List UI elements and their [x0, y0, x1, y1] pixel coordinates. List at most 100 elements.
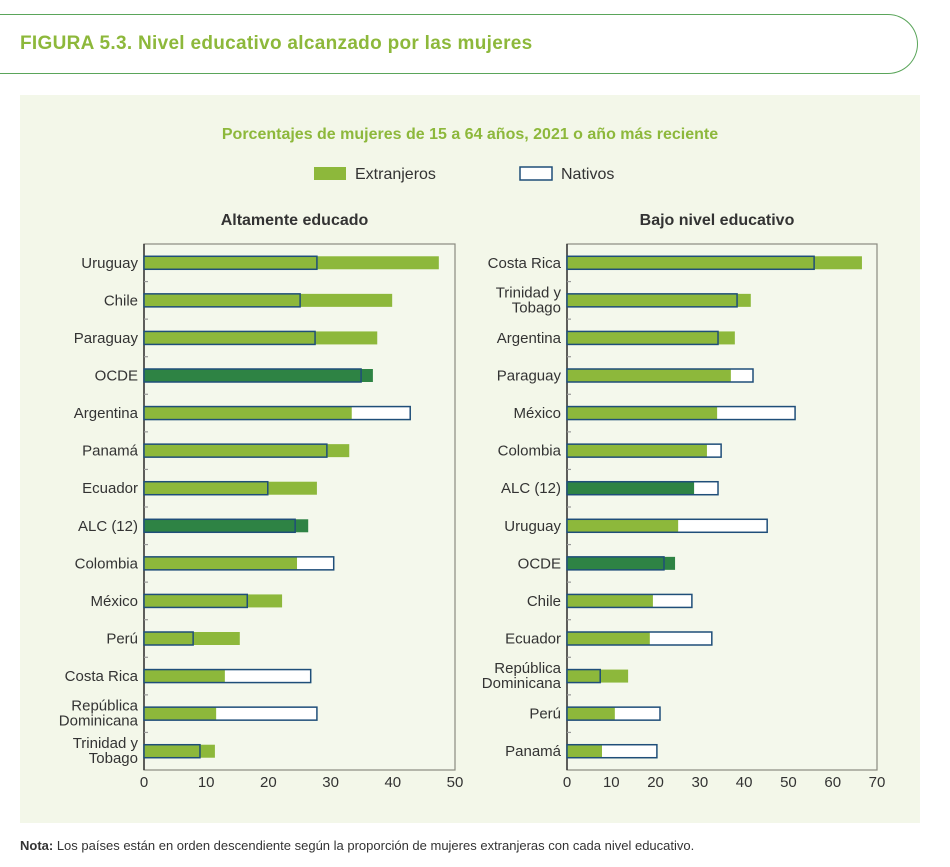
- legend-swatch-extranjeros: [314, 167, 346, 180]
- bar-extranjeros: [567, 406, 718, 420]
- bar-nativos: [143, 556, 335, 571]
- legend-swatch-nativos: [519, 166, 553, 181]
- bar-extranjeros: [567, 293, 751, 307]
- category-label-line: Tobago: [89, 750, 138, 767]
- bar-nativos: [143, 706, 318, 721]
- bar-extranjeros: [144, 744, 215, 758]
- note-label: Nota:: [20, 838, 54, 853]
- bar-extranjeros: [144, 331, 378, 345]
- legend-label-extranjeros: Extranjeros: [355, 166, 436, 183]
- bar-nativos: [143, 443, 328, 458]
- plot-area: [143, 243, 456, 771]
- category-label: Colombia: [498, 443, 562, 460]
- bar-nativos: [143, 405, 411, 421]
- category-label: México: [90, 593, 138, 610]
- category-label: República Dominicana: [59, 698, 139, 730]
- category-label: OCDE: [518, 555, 561, 572]
- category-label: Perú: [529, 706, 561, 723]
- category-label-line: Trinidad y: [73, 735, 139, 752]
- category-label-line: Trinidad y: [496, 284, 562, 301]
- category-label: Uruguay: [81, 255, 138, 272]
- x-tick-label: 70: [869, 774, 886, 791]
- bar-extranjeros: [567, 669, 629, 683]
- category-label: Trinidad y Tobago: [496, 284, 562, 316]
- bar-nativos: [566, 368, 754, 383]
- legend-label-nativos: Nativos: [561, 166, 614, 183]
- bar-extranjeros: [144, 293, 393, 307]
- bar-extranjeros: [567, 519, 679, 533]
- bar-nativos: [566, 668, 601, 684]
- category-label: Costa Rica: [65, 668, 139, 685]
- category-label: Chile: [104, 292, 138, 309]
- bar-extranjeros: [567, 556, 676, 570]
- x-tick-label: 50: [447, 774, 464, 791]
- bar-nativos: [566, 518, 768, 534]
- bar-nativos: [566, 631, 713, 646]
- bar-nativos: [566, 480, 719, 496]
- figure-title: FIGURA 5.3. Nivel educativo alcanzado po…: [20, 33, 533, 54]
- bar-nativos: [566, 706, 661, 721]
- bar-extranjeros: [144, 406, 352, 420]
- x-tick-label: 0: [563, 774, 571, 791]
- bar-extranjeros: [144, 556, 298, 570]
- bar-extranjeros: [144, 632, 240, 645]
- category-label-line: Tobago: [512, 299, 561, 316]
- category-label: Uruguay: [504, 518, 561, 535]
- category-label: Panamá: [82, 443, 139, 460]
- bar-extranjeros: [144, 707, 217, 721]
- bar-extranjeros: [144, 369, 373, 382]
- category-label: Paraguay: [74, 330, 139, 347]
- x-tick-label: 10: [198, 774, 215, 791]
- bar-nativos: [143, 631, 194, 646]
- bar-extranjeros: [144, 519, 309, 533]
- category-label: Panamá: [505, 743, 562, 760]
- category-label-line: República: [494, 660, 561, 677]
- x-tick-label: 50: [780, 774, 797, 791]
- bar-nativos: [566, 330, 719, 346]
- bar-nativos: [143, 255, 318, 271]
- x-tick-label: 30: [322, 774, 339, 791]
- note-text: Los países están en orden descendiente s…: [53, 838, 695, 853]
- panel-title: Bajo nivel educativo: [640, 212, 795, 229]
- bar-extranjeros: [144, 669, 225, 683]
- bar-nativos: [143, 480, 269, 496]
- bar-nativos: [566, 556, 665, 571]
- category-label-line: República: [71, 698, 138, 715]
- bar-nativos: [143, 518, 296, 534]
- bar-extranjeros: [567, 369, 731, 382]
- bar-nativos: [566, 743, 658, 759]
- bar-nativos: [143, 593, 249, 609]
- bar-nativos: [143, 368, 362, 383]
- bar-extranjeros: [567, 256, 862, 270]
- bar-extranjeros: [567, 594, 653, 608]
- bar-nativos: [143, 668, 312, 684]
- category-label: Trinidad y Tobago: [73, 735, 139, 767]
- x-tick-label: 40: [736, 774, 753, 791]
- figure-header: [0, 14, 918, 74]
- x-tick-label: 60: [824, 774, 841, 791]
- bar-nativos: [566, 593, 693, 609]
- bar-nativos: [143, 743, 201, 759]
- category-label: Perú: [106, 631, 138, 648]
- footnote: Nota: Los países están en orden descendi…: [20, 838, 694, 853]
- category-label: Argentina: [497, 330, 562, 347]
- bar-extranjeros: [567, 632, 650, 645]
- x-tick-label: 20: [647, 774, 664, 791]
- bar-nativos: [566, 255, 815, 271]
- bar-nativos: [566, 443, 722, 458]
- x-tick-label: 10: [603, 774, 620, 791]
- bar-nativos: [143, 330, 316, 346]
- panel-title: Altamente educado: [221, 212, 369, 229]
- x-tick-label: 20: [260, 774, 277, 791]
- category-label: Ecuador: [505, 631, 561, 648]
- bar-extranjeros: [567, 744, 602, 758]
- bar-extranjeros: [144, 444, 350, 458]
- bar-extranjeros: [144, 481, 317, 495]
- bar-extranjeros: [567, 331, 735, 345]
- category-label: Ecuador: [82, 480, 138, 497]
- bar-extranjeros: [567, 444, 707, 458]
- bar-extranjeros: [144, 256, 439, 270]
- category-label-line: Dominicana: [482, 675, 562, 692]
- category-label: Argentina: [74, 405, 139, 422]
